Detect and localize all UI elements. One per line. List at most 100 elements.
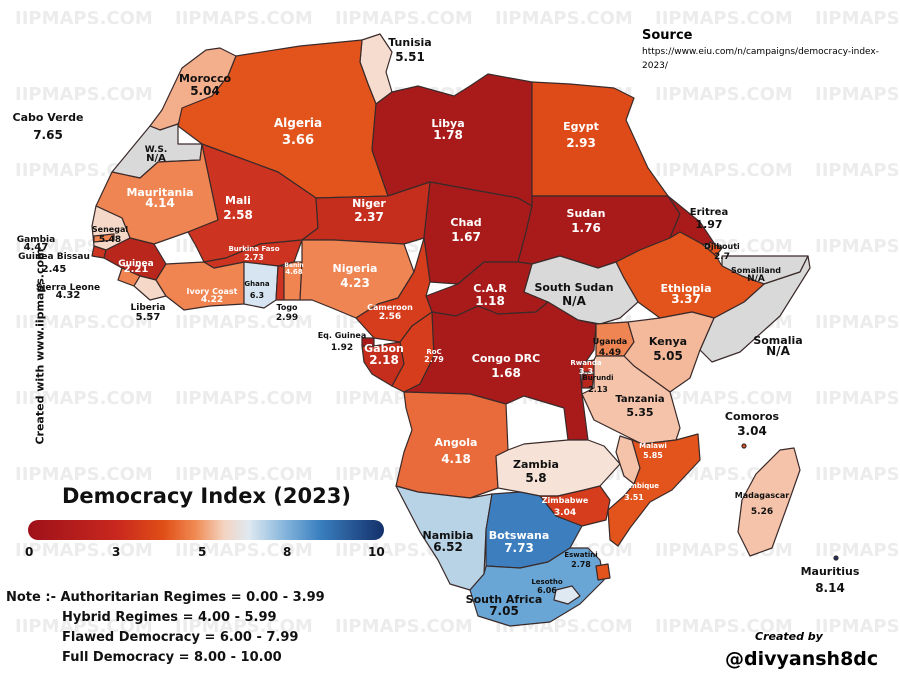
- label-ivory-coast-value: 4.22: [201, 295, 223, 305]
- label-somalia-value: N/A: [766, 344, 790, 358]
- label-south-sudan-value: N/A: [562, 294, 586, 308]
- label-mauritania-name: Mauritania: [126, 186, 193, 199]
- label-egypt-value: 2.93: [566, 136, 596, 150]
- note-authoritarian: Note :- Authoritarian Regimes = 0.00 - 3…: [6, 590, 325, 605]
- label-congo-drc-value: 1.68: [491, 366, 521, 380]
- label-c-a-r-name: C.A.R: [473, 282, 507, 295]
- label-benin-name: Benin: [284, 262, 303, 269]
- country-togo[interactable]: [275, 265, 285, 301]
- legend-color-bar: [28, 520, 384, 540]
- label-c-a-r-value: 1.18: [475, 294, 505, 308]
- label-guinea-bissau-value: 2.45: [42, 264, 67, 275]
- credit-label: Created by: [755, 630, 823, 643]
- label-libya-name: Libya: [431, 117, 464, 130]
- country-mozambique[interactable]: [607, 433, 701, 547]
- label-togo-value: 2.99: [276, 313, 298, 323]
- label-guinea-bissau-name: Guinea Bissau: [18, 252, 90, 262]
- label-cabo-verde-value: 7.65: [33, 128, 63, 142]
- label-mauritius-value: 8.14: [815, 581, 845, 595]
- label-w-s-name: W.S.: [145, 145, 168, 155]
- label-somalia-name: Somalia: [753, 334, 802, 347]
- label-senegal-name: Senegal: [92, 225, 128, 234]
- label-algeria-value: 3.66: [282, 133, 314, 148]
- note-hybrid: Hybrid Regimes = 4.00 - 5.99: [62, 610, 277, 625]
- label-zimbabwe-name: Zimbabwe: [542, 496, 589, 505]
- label-senegal-value: 5.48: [99, 235, 121, 245]
- label-uganda-name: Uganda: [593, 337, 627, 346]
- label-cameroon-value: 2.56: [379, 312, 401, 322]
- label-kenya-value: 5.05: [653, 349, 683, 363]
- label-algeria-name: Algeria: [274, 116, 322, 130]
- country-labels: Morocco5.04Tunisia5.51Algeria3.66Libya1.…: [13, 36, 860, 618]
- label-liberia-value: 5.57: [136, 312, 161, 323]
- label-eq-guinea-value: 1.92: [331, 343, 353, 353]
- label-burkina-faso-value: 2.73: [244, 253, 264, 262]
- label-tunisia-value: 5.51: [395, 50, 425, 64]
- legend-tick-8: 8: [283, 545, 292, 559]
- label-ghana-name: Ghana: [244, 280, 269, 288]
- label-botswana-name: Botswana: [489, 529, 550, 542]
- country-comoros[interactable]: [741, 443, 747, 449]
- label-tanzania-value: 5.35: [626, 406, 653, 419]
- label-south-sudan-name: South Sudan: [534, 281, 613, 294]
- label-sierra-leone-value: 4.32: [56, 290, 81, 301]
- label-cabo-verde-name: Cabo Verde: [13, 111, 84, 124]
- label-mozambique-value: 3.51: [624, 493, 644, 502]
- label-gabon-name: Gabon: [364, 342, 404, 355]
- label-burundi-name: Burundi: [582, 374, 613, 382]
- country-gambia[interactable]: [93, 233, 115, 243]
- label-zambia-name: Zambia: [513, 458, 559, 471]
- label-eswatini-value: 2.78: [571, 560, 591, 569]
- label-sudan-value: 1.76: [571, 221, 601, 235]
- label-comoros-value: 3.04: [737, 424, 767, 438]
- label-cameroon-name: Cameroon: [367, 303, 413, 312]
- label-comoros-name: Comoros: [725, 410, 780, 423]
- label-eq-guinea-name: Eq. Guinea: [318, 331, 367, 340]
- label-egypt-name: Egypt: [563, 120, 599, 133]
- country-south-africa[interactable]: [469, 547, 605, 627]
- country-lesotho[interactable]: [553, 585, 581, 605]
- label-w-s-value: N/A: [146, 153, 166, 164]
- label-malawi-name: Malawi: [639, 442, 667, 450]
- country-egypt[interactable]: [531, 81, 669, 197]
- country-madagascar[interactable]: [737, 447, 801, 557]
- label-madagascar-value: 5.26: [751, 507, 773, 517]
- label-mauritius-name: Mauritius: [801, 565, 860, 578]
- label-malawi-value: 5.85: [643, 451, 663, 460]
- legend-tick-3: 3: [112, 545, 121, 559]
- label-madagascar-name: Madagascar: [735, 491, 790, 500]
- country-kenya[interactable]: [623, 311, 715, 393]
- label-gambia-name: Gambia: [17, 235, 55, 245]
- source-url[interactable]: https://www.eiu.com/n/campaigns/democrac…: [642, 47, 879, 71]
- label-burundi-value: 2.13: [588, 385, 608, 394]
- label-nigeria-value: 4.23: [340, 276, 370, 290]
- credit-handle: @divyansh8dc: [725, 648, 879, 670]
- label-chad-value: 1.67: [451, 230, 481, 244]
- label-south-africa-name: South Africa: [466, 593, 543, 606]
- label-zimbabwe-value: 3.04: [554, 508, 576, 518]
- country-eswatini[interactable]: [595, 563, 611, 581]
- label-chad-name: Chad: [450, 216, 481, 229]
- country-ghana[interactable]: [243, 261, 279, 309]
- label-zambia-value: 5.8: [525, 471, 546, 485]
- label-ethiopia-value: 3.37: [671, 292, 701, 306]
- source-heading: Source: [642, 28, 693, 43]
- label-somaliland-name: Somaliland: [731, 266, 781, 275]
- label-somaliland-value: N/A: [747, 274, 765, 284]
- country-burundi[interactable]: [581, 373, 595, 389]
- label-gabon-value: 2.18: [369, 353, 399, 367]
- label-tunisia-name: Tunisia: [388, 36, 431, 49]
- label-uganda-value: 4.49: [599, 348, 621, 358]
- label-namibia-name: Namibia: [423, 529, 474, 542]
- legend-tick-0: 0: [25, 545, 34, 559]
- label-roc-name: RoC: [426, 348, 441, 356]
- label-ethiopia-name: Ethiopia: [661, 282, 712, 295]
- label-namibia-value: 6.52: [433, 540, 463, 554]
- label-angola-name: Angola: [435, 436, 478, 449]
- label-niger-name: Niger: [352, 197, 386, 210]
- country-mauritius[interactable]: [833, 555, 839, 561]
- label-sierra-leone-name: Sierra Leone: [36, 283, 100, 293]
- label-lesotho-name: Lesotho: [531, 578, 563, 586]
- label-ghana-value: 6.3: [250, 291, 264, 300]
